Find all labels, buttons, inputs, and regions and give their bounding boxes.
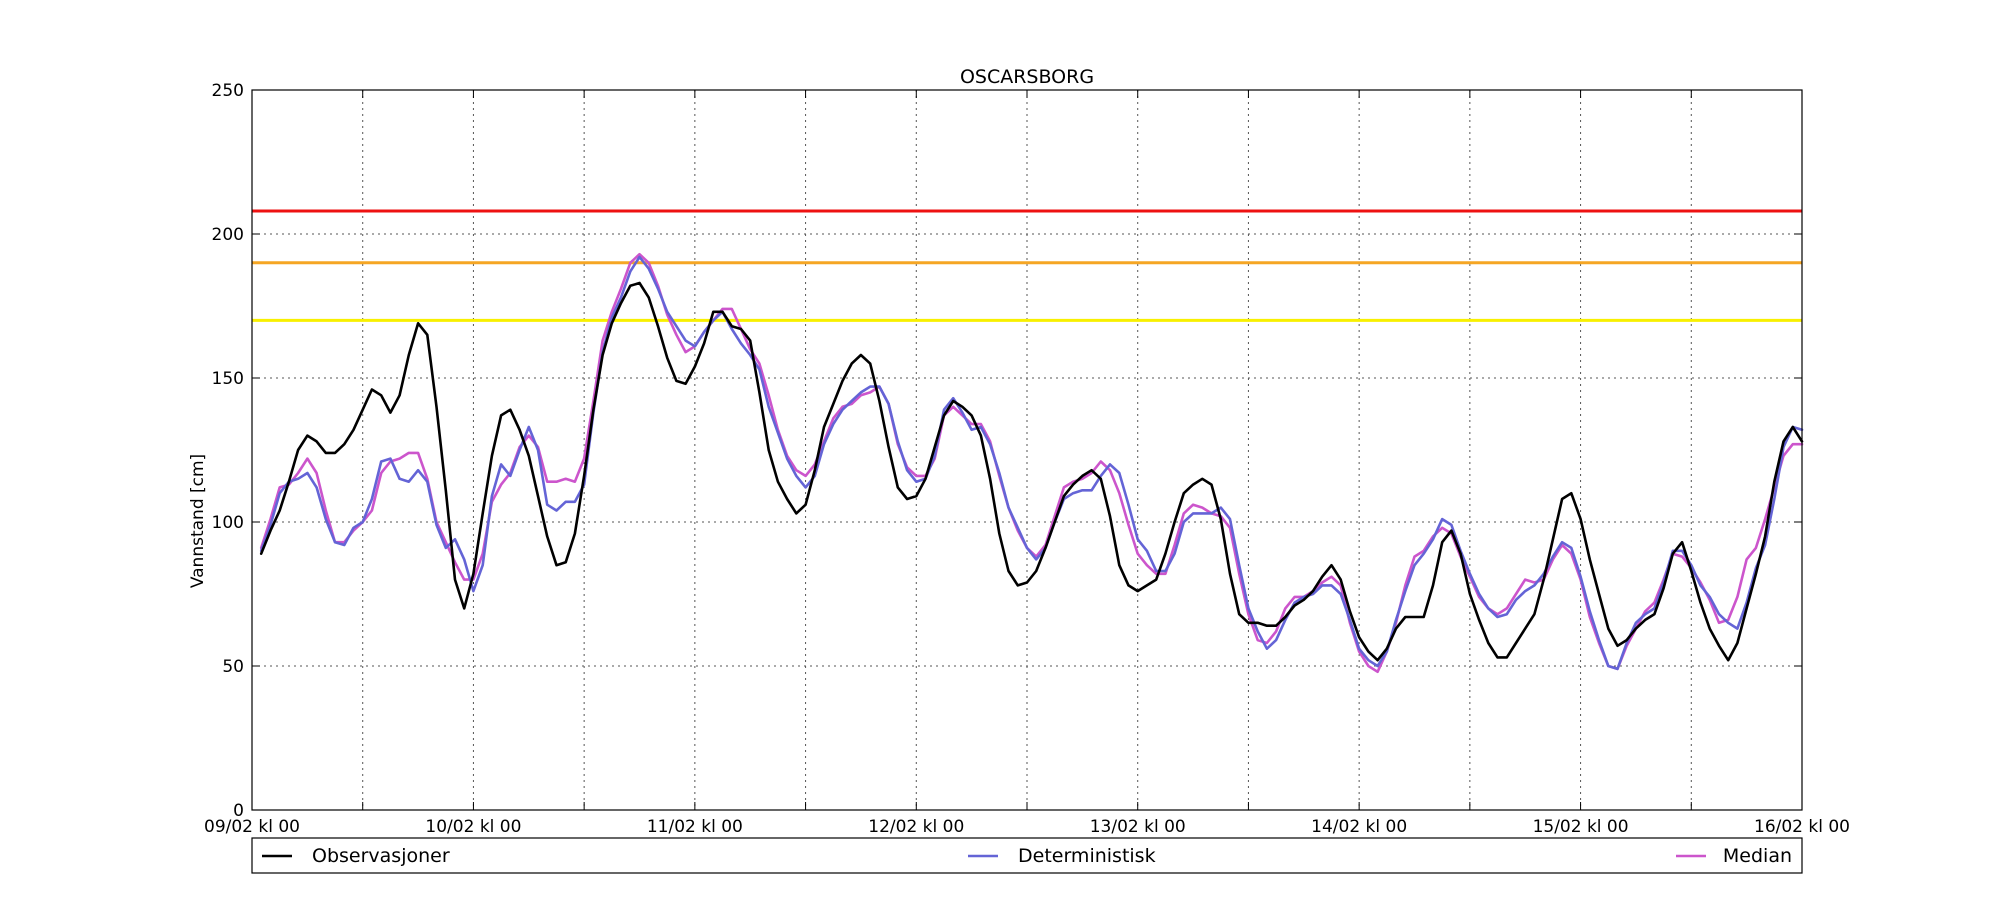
x-tick-label: 09/02 kl 00 [204,817,300,837]
y-tick-label: 200 [212,225,244,245]
y-tick-label: 0 [233,801,244,821]
legend-label: Deterministisk [1018,845,1156,867]
series-line-median [259,252,1804,674]
series-lines [259,252,1804,674]
x-tick-label: 13/02 kl 00 [1090,817,1186,837]
legend-label: Median [1723,845,1792,867]
x-tick-label: 12/02 kl 00 [868,817,964,837]
y-tick-label: 150 [212,369,244,389]
y-tick-label: 250 [212,81,244,101]
x-tick-label: 10/02 kl 00 [425,817,521,837]
grid-lines [252,90,1802,810]
legend-frame [251,837,1803,874]
chart-title: OSCARSBORG [960,66,1094,88]
x-tick-label: 14/02 kl 00 [1311,817,1407,837]
y-tick-label: 100 [212,513,244,533]
x-tick-label: 15/02 kl 00 [1533,817,1629,837]
threshold-lines [252,209,1802,322]
series-line-deterministisk [259,255,1804,671]
legend-label: Observasjoner [312,845,450,867]
series-line-observasjoner [259,281,1804,662]
axis-ticks: 0 50 100 150 200 250 09/02 kl 00 10/02 kl 00 11/… [204,81,1850,837]
y-axis-label: Vannstand [cm] [188,454,208,588]
legend: Observasjoner Deterministisk Median [251,837,1803,874]
y-tick-label: 50 [222,657,244,677]
x-tick-label: 16/02 kl 00 [1754,817,1850,837]
x-tick-label: 11/02 kl 00 [647,817,743,837]
